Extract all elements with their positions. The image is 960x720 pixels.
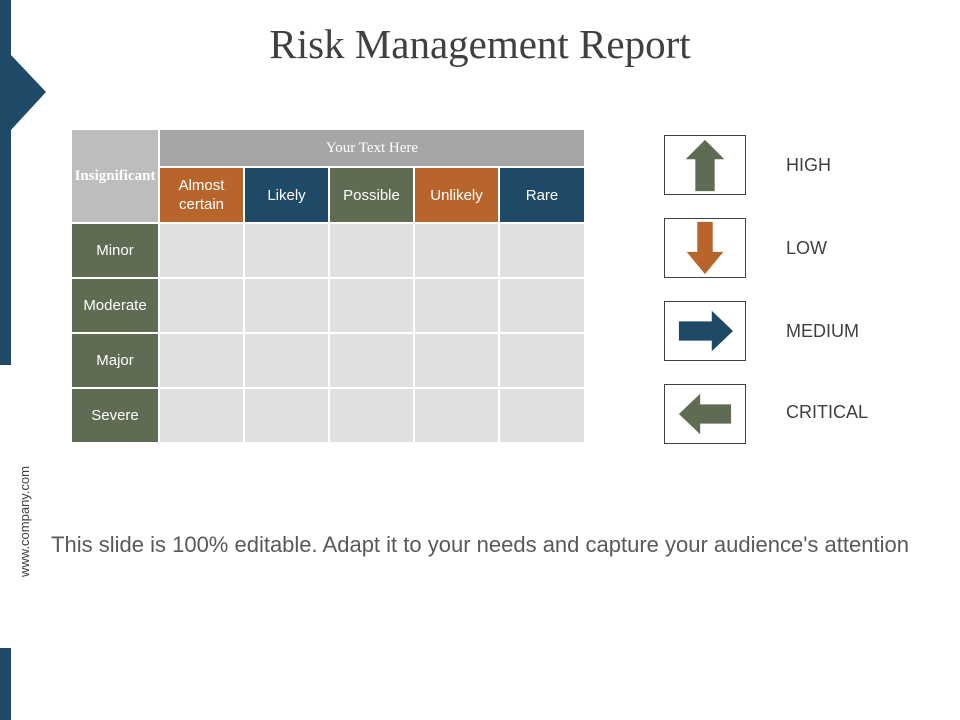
matrix-cell	[413, 332, 500, 389]
matrix-cell	[328, 387, 415, 444]
arrow-left-icon	[678, 393, 732, 435]
arrow-up-icon	[685, 139, 725, 192]
legend-high-box	[664, 135, 746, 195]
matrix-cell	[498, 277, 586, 334]
matrix-cell	[243, 332, 330, 389]
matrix-cell	[328, 332, 415, 389]
column-header-unlikely: Unlikely	[413, 166, 500, 224]
matrix-cell	[243, 277, 330, 334]
arrow-down-icon	[686, 221, 724, 275]
matrix-cell	[328, 222, 415, 279]
matrix-cell	[243, 222, 330, 279]
matrix-cell	[158, 332, 245, 389]
footer-note: This slide is 100% editable. Adapt it to…	[51, 532, 909, 557]
risk-matrix: Insignificant Your Text Here Almost cert…	[70, 128, 586, 444]
legend-label-high: HIGH	[786, 155, 831, 175]
matrix-cell	[413, 222, 500, 279]
legend-label-medium: MEDIUM	[786, 321, 859, 341]
matrix-cell	[413, 277, 500, 334]
arrow-right-icon	[678, 310, 734, 352]
page-title: Risk Management Report	[269, 21, 691, 67]
matrix-cell	[243, 387, 330, 444]
matrix-cell	[498, 387, 586, 444]
row-header-moderate: Moderate	[70, 277, 160, 334]
matrix-cell	[498, 222, 586, 279]
left-accent-bar-bottom	[0, 648, 11, 720]
matrix-corner-label: Insignificant	[70, 128, 160, 224]
legend-medium-box	[664, 301, 746, 361]
legend-low-box	[664, 218, 746, 278]
matrix-header: Your Text Here	[158, 128, 586, 168]
column-header-rare: Rare	[498, 166, 586, 224]
row-header-major: Major	[70, 332, 160, 389]
matrix-cell	[158, 387, 245, 444]
column-header-possible: Possible	[328, 166, 415, 224]
matrix-cell	[413, 387, 500, 444]
left-chevron-decoration	[0, 55, 46, 130]
legend-critical-box	[664, 384, 746, 444]
column-header-likely: Likely	[243, 166, 330, 224]
matrix-cell	[158, 277, 245, 334]
website-label: www.company.com	[17, 465, 32, 577]
column-header-almost-certain: Almost certain	[158, 166, 245, 224]
matrix-cell	[158, 222, 245, 279]
legend-label-critical: CRITICAL	[786, 402, 869, 422]
matrix-cell	[498, 332, 586, 389]
legend-label-low: LOW	[786, 238, 828, 258]
row-header-minor: Minor	[70, 222, 160, 279]
row-header-severe: Severe	[70, 387, 160, 444]
left-accent-bar	[0, 0, 11, 365]
matrix-cell	[328, 277, 415, 334]
